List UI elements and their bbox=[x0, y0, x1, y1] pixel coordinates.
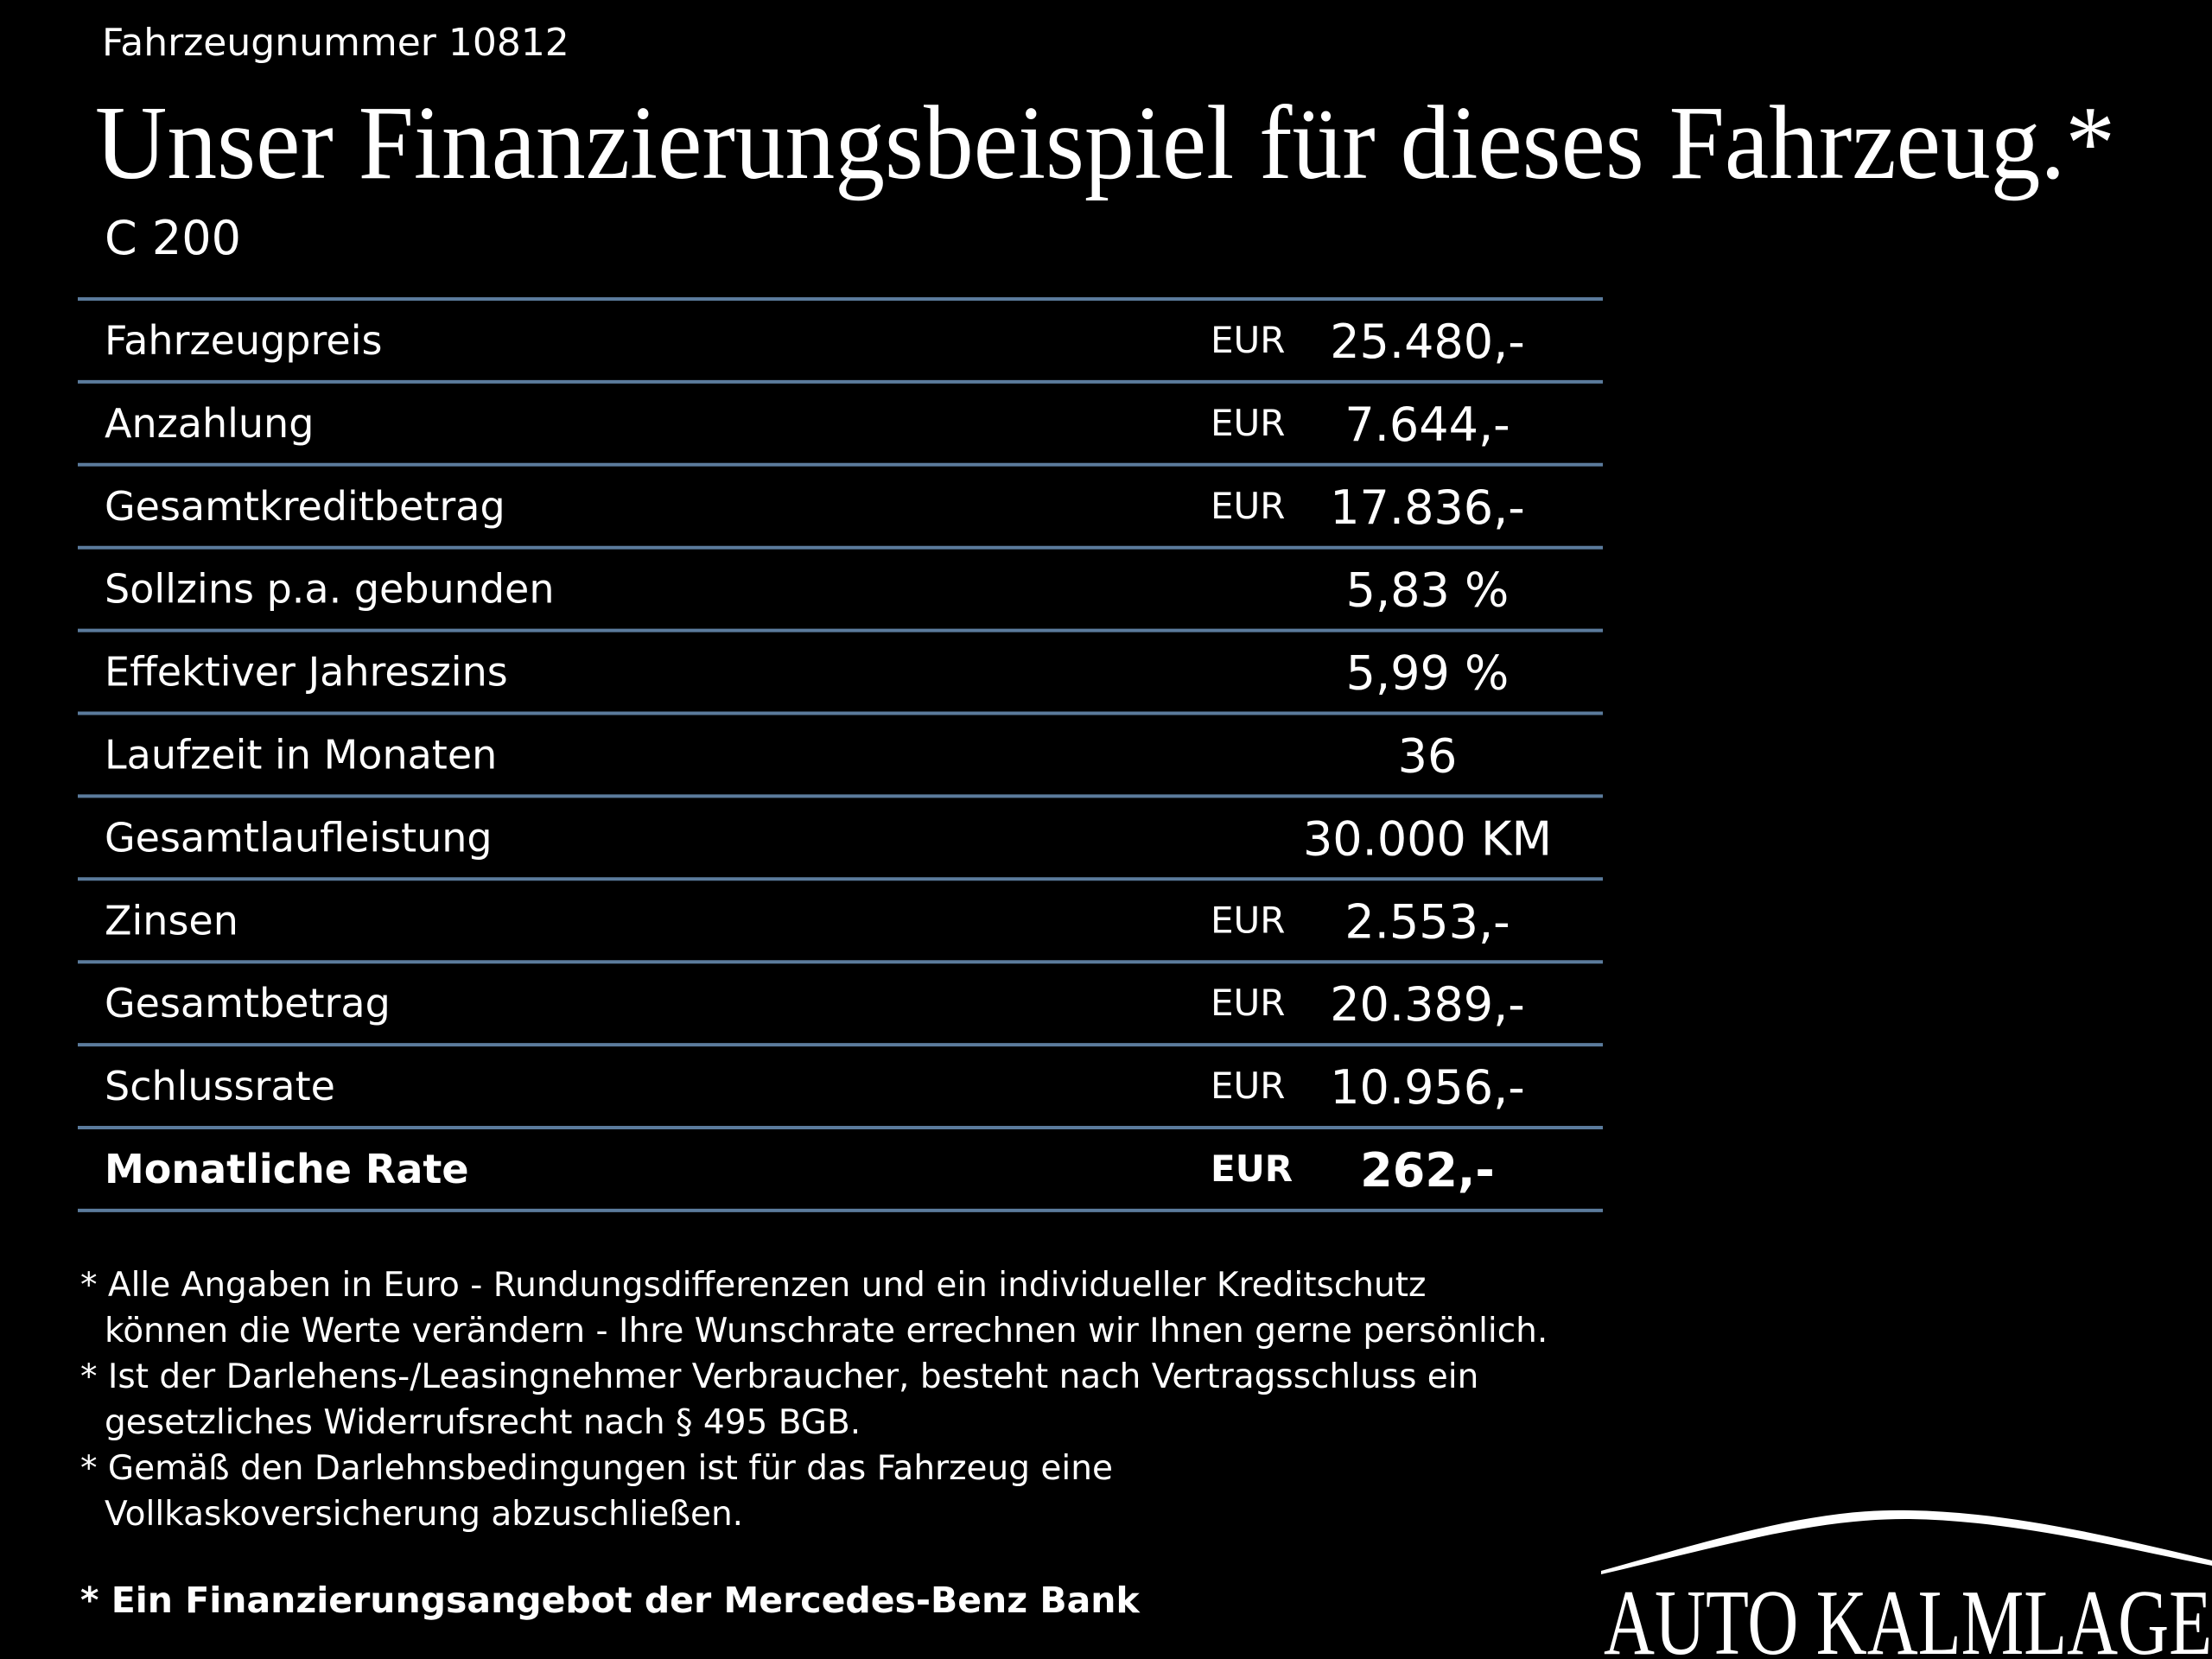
row-label: Monatliche Rate bbox=[105, 1146, 469, 1192]
row-label: Sollzins p.a. gebunden bbox=[105, 566, 555, 613]
row-label: Gesamtlaufleistung bbox=[105, 814, 493, 861]
footnote-line: * Gemäß den Darlehnsbedingungen ist für … bbox=[80, 1449, 1113, 1488]
logo: AUTO KALMLAGE bbox=[1604, 1572, 2212, 1659]
row-currency: EUR bbox=[1211, 485, 1285, 527]
model: C 200 bbox=[105, 211, 241, 265]
vehicle-number: Fahrzeugnummer 10812 bbox=[102, 21, 569, 65]
row-currency: EUR bbox=[1211, 1065, 1285, 1107]
footnote-line: können die Werte verändern - Ihre Wunsch… bbox=[105, 1312, 1548, 1351]
bank-note: * Ein Finanzierungsangebot der Mercedes-… bbox=[80, 1580, 1141, 1621]
row-currency: EUR bbox=[1211, 402, 1285, 444]
row-value: 30.000 KM bbox=[1303, 811, 1552, 866]
row-value: 5,99 % bbox=[1346, 646, 1510, 701]
footnote-line: * Ist der Darlehens-/Leasingnehmer Verbr… bbox=[80, 1357, 1478, 1396]
row-value: 36 bbox=[1398, 728, 1458, 783]
logo-swoosh bbox=[1601, 1510, 2212, 1574]
row-value: 17.836,- bbox=[1330, 480, 1525, 535]
row-currency: EUR bbox=[1211, 1147, 1293, 1190]
row-value: 2.553,- bbox=[1344, 894, 1510, 949]
row-label: Schlussrate bbox=[105, 1063, 335, 1109]
row-label: Gesamtkreditbetrag bbox=[105, 483, 505, 530]
row-value: 10.956,- bbox=[1330, 1060, 1525, 1115]
row-label: Gesamtbetrag bbox=[105, 980, 391, 1027]
footnote-line: gesetzliches Widerrufsrecht nach § 495 B… bbox=[105, 1403, 861, 1442]
row-label: Zinsen bbox=[105, 897, 238, 944]
footnote-line: * Alle Angaben in Euro - Rundungsdiffere… bbox=[80, 1266, 1427, 1305]
row-label: Anzahlung bbox=[105, 400, 314, 447]
row-value: 20.389,- bbox=[1330, 977, 1525, 1032]
row-label: Fahrzeugpreis bbox=[105, 317, 382, 364]
row-currency: EUR bbox=[1211, 982, 1285, 1024]
row-value: 5,83 % bbox=[1346, 563, 1510, 618]
row-currency: EUR bbox=[1211, 899, 1285, 941]
row-value: 7.644,- bbox=[1344, 397, 1510, 452]
row-value: 262,- bbox=[1360, 1143, 1495, 1198]
footnote-line: Vollkaskoversicherung abzuschließen. bbox=[105, 1495, 743, 1534]
row-label: Effektiver Jahreszins bbox=[105, 649, 508, 696]
row-currency: EUR bbox=[1211, 319, 1285, 361]
row-value: 25.480,- bbox=[1330, 315, 1525, 369]
title: Unser Finanzierungsbeispiel für dieses F… bbox=[95, 85, 2115, 201]
row-label: Laufzeit in Monaten bbox=[105, 731, 497, 778]
